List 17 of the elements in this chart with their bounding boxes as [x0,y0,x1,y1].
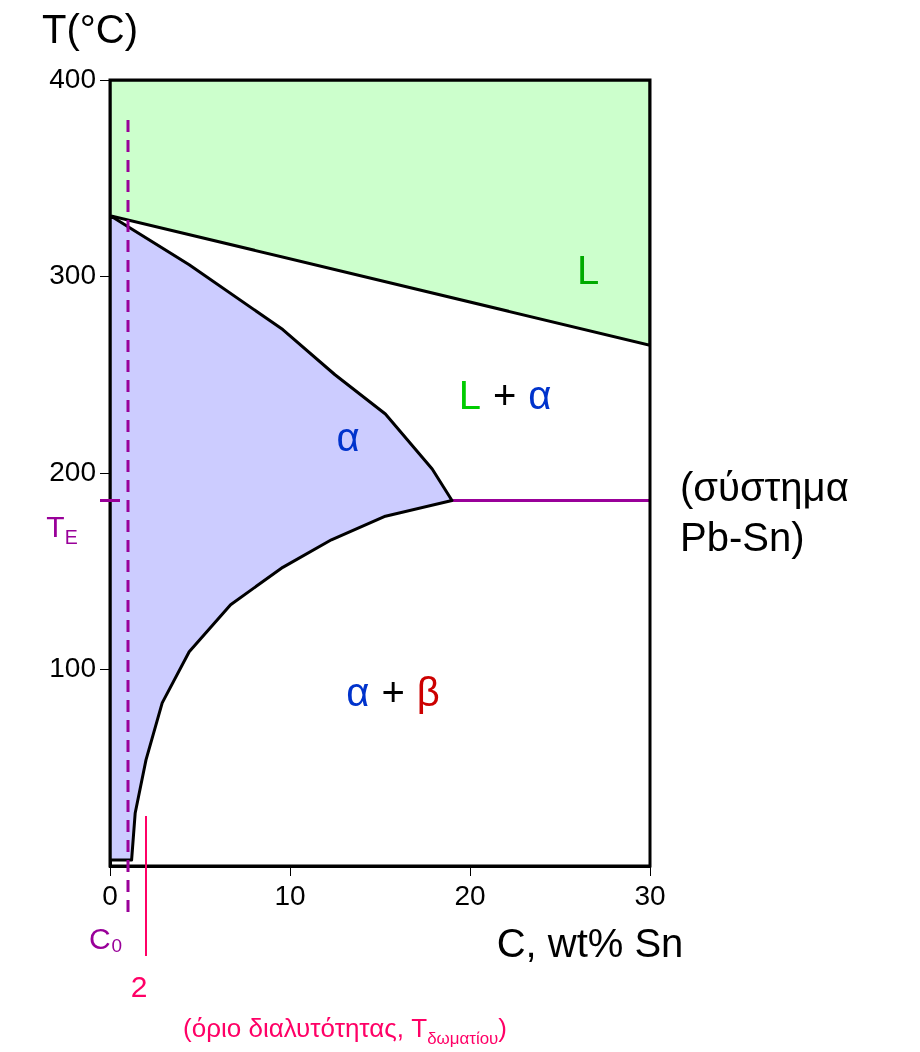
x-tick-label: 0 [102,879,118,911]
ref-line-label: C₀ [88,922,124,956]
text: (σύστημα Pb-Sn) [680,465,849,560]
y-tick-label: 200 [49,455,96,487]
x-axis-title: C, wt% Sn [496,921,684,966]
ref-line-label: 2 [130,970,148,1004]
annotation: L + α [458,373,552,418]
y-tick-label: 400 [49,62,96,94]
x-tick-label: 30 [634,879,666,911]
y-tick-label: 100 [49,652,96,684]
x-tick-label: 10 [274,879,306,911]
y-tick-label: 300 [49,259,96,291]
x-tick-label: 20 [454,879,486,911]
annotation: L [576,248,600,293]
annotation: α + β [346,670,440,715]
annotation: α [336,415,360,460]
y-axis-title: T(°C) [42,7,138,52]
